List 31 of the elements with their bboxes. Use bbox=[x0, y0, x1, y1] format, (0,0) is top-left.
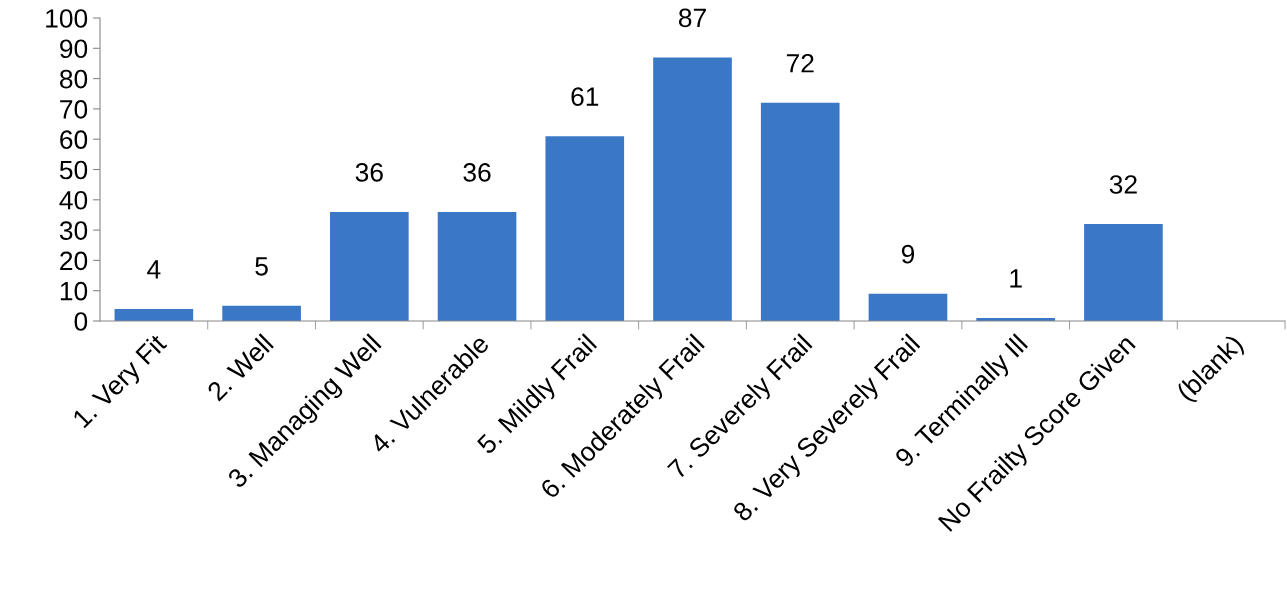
data-label: 5 bbox=[255, 257, 268, 276]
data-label: 32 bbox=[1109, 175, 1137, 194]
y-tick-label: 10 bbox=[60, 281, 88, 301]
y-tick-label: 20 bbox=[60, 251, 88, 271]
bar bbox=[760, 102, 840, 321]
y-tick-label: 80 bbox=[59, 69, 88, 89]
y-tick-label: 50 bbox=[59, 160, 88, 180]
y-tick-label: 30 bbox=[59, 221, 88, 240]
data-label: 9 bbox=[901, 244, 915, 264]
bar bbox=[653, 57, 732, 321]
bar bbox=[222, 305, 301, 321]
bar bbox=[114, 308, 194, 321]
data-label: 1 bbox=[1010, 269, 1022, 288]
data-label: 36 bbox=[355, 163, 383, 182]
x-tick-label: 1. Very Fit bbox=[71, 332, 172, 433]
y-tick-label: 40 bbox=[59, 190, 88, 210]
bar bbox=[330, 211, 409, 321]
data-label: 87 bbox=[678, 8, 706, 28]
data-label: 4 bbox=[147, 260, 161, 279]
bar bbox=[868, 293, 948, 321]
bar bbox=[545, 136, 625, 321]
y-tick-label: 100 bbox=[46, 9, 88, 28]
data-label: 72 bbox=[786, 53, 814, 73]
y-tick-label: 60 bbox=[60, 130, 88, 150]
y-tick-label: 90 bbox=[60, 39, 88, 59]
data-label: 36 bbox=[463, 163, 491, 182]
y-tick-label: 0 bbox=[74, 312, 88, 331]
y-tick-label: 70 bbox=[60, 100, 88, 119]
bar bbox=[437, 211, 517, 321]
data-label: 61 bbox=[571, 87, 599, 106]
bar bbox=[1084, 224, 1163, 321]
